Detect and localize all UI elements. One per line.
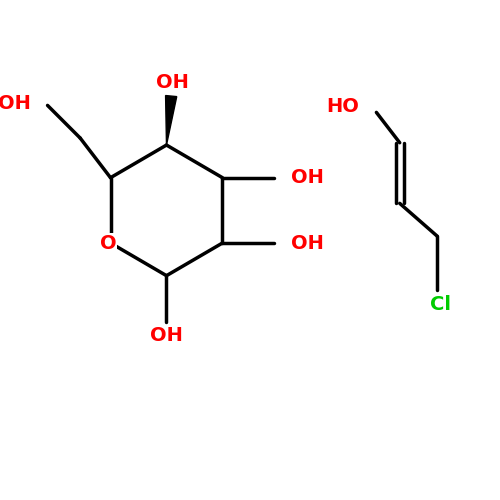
Polygon shape (166, 96, 176, 145)
Text: OH: OH (0, 94, 31, 112)
Text: OH: OH (292, 168, 324, 187)
Text: HO: HO (326, 98, 358, 116)
Text: OH: OH (150, 326, 183, 345)
Text: O: O (100, 234, 116, 252)
Text: Cl: Cl (430, 295, 452, 314)
Text: OH: OH (156, 72, 188, 92)
Text: OH: OH (292, 234, 324, 252)
